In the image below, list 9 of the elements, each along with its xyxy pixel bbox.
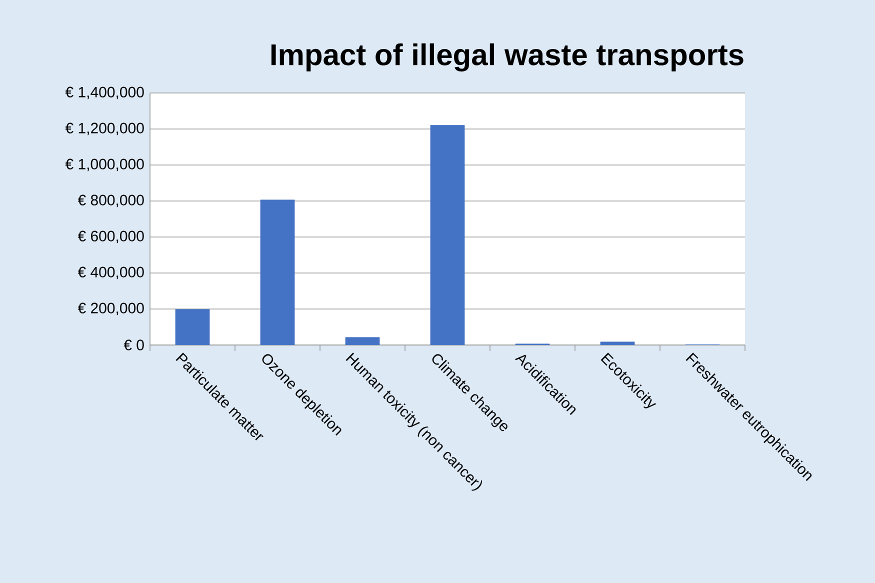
y-tick-label: € 0: [124, 340, 144, 350]
y-tick-label: € 1,000,000: [65, 158, 144, 172]
y-tick-label: € 600,000: [78, 230, 144, 244]
y-tick-label: € 200,000: [78, 302, 144, 316]
y-tick-label: € 400,000: [78, 266, 144, 280]
chart-title: Impact of illegal waste transports: [271, 43, 744, 72]
y-tick-label: € 800,000: [78, 194, 144, 208]
y-tick-label: € 1,200,000: [65, 122, 144, 136]
y-tick-label: € 1,400,000: [65, 86, 144, 100]
